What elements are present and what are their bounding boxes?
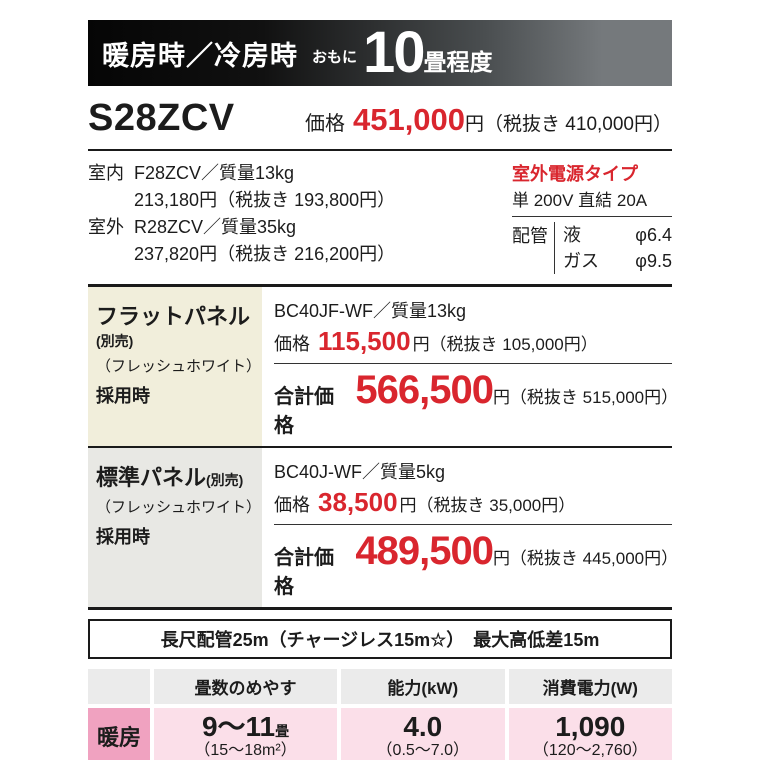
heating-capacity-cell: 4.0 （0.5～7.0） [341, 708, 505, 760]
price-tax-note: 円（税抜き 410,000円） [465, 114, 672, 135]
indoor-model: F28ZCV／質量13kg [134, 163, 295, 183]
product-price: 価格 451,000 円（税抜き 410,000円） [305, 102, 672, 138]
heating-tatami-range: （15～18m²） [194, 741, 297, 759]
heating-capacity-range: （0.5～7.0） [376, 741, 470, 759]
outdoor-price-row: 237,820円（税抜き 216,200円） [88, 241, 512, 268]
flat-panel-section: フラットパネル (別売) （フレッシュホワイト） 採用時 BC40JF-WF／質量… [88, 287, 679, 449]
flat-panel-total-label: 合計価格 [274, 386, 334, 438]
indoor-price-indent [88, 187, 134, 214]
flat-panel-price: 115,500 [318, 326, 411, 357]
heating-tatami-value-line: 9～11畳 [154, 712, 337, 741]
indoor-price-row: 213,180円（税抜き 193,800円） [88, 187, 512, 214]
standard-panel-total: 489,500 [355, 529, 494, 574]
piping-gas-row: ガス φ9.5 [563, 248, 672, 274]
flat-panel-note: (別売) [96, 333, 134, 350]
standard-panel-color: （フレッシュホワイト） [96, 499, 262, 517]
flat-panel-price-line: 価格 115,500 円（税抜き 105,000円） [274, 323, 672, 365]
piping-liquid-value: φ6.4 [635, 225, 672, 245]
outdoor-unit-row: 室外 R28ZCV／質量35kg [88, 214, 512, 241]
heating-tatami-unit: 畳 [275, 723, 290, 740]
standard-panel-adopt: 採用時 [96, 527, 150, 548]
table-header-tatami: 畳数のめやす [154, 669, 338, 705]
heating-tatami-value: 9～11 [201, 711, 276, 743]
flat-panel-title: フラットパネル (別売) [96, 299, 256, 351]
standard-panel-label: 標準パネル(別売) （フレッシュホワイト） 採用時 [88, 448, 262, 608]
flat-panel-body: BC40JF-WF／質量13kg 価格 115,500 円（税抜き 105,00… [262, 287, 679, 446]
outdoor-price: 237,820円（税抜き 216,200円） [134, 244, 396, 264]
flat-panel-label: フラットパネル (別売) （フレッシュホワイト） 採用時 [88, 287, 262, 447]
standard-panel-total-line: 合計価格 489,500 円（税抜き 445,000円） [274, 525, 679, 599]
standard-panel-section: 標準パネル(別売) （フレッシュホワイト） 採用時 BC40J-WF／質量5kg… [88, 448, 679, 611]
flat-panel-model: BC40JF-WF／質量13kg [274, 301, 467, 322]
flat-panel-price-tax: 円（税抜き 105,000円） [412, 335, 598, 355]
standard-panel-price-line: 価格 38,500 円（税抜き 35,000円） [274, 484, 672, 526]
power-spec: 単 200V 直結 20A [512, 186, 672, 217]
piping-liquid-label: 液 [563, 225, 581, 245]
outdoor-price-indent [88, 241, 134, 268]
flat-panel-price-label: 価格 [274, 334, 310, 355]
spec-table: 畳数のめやす 能力(kW) 消費電力(W) 暖房 9～11畳 （15～18m²）… [88, 669, 672, 760]
flat-panel-color: （フレッシュホワイト） [96, 358, 262, 376]
banner-size-value: 10 [363, 20, 425, 85]
units-list: 室内 F28ZCV／質量13kg 213,180円（税抜き 193,800円） … [88, 160, 512, 274]
price-value: 451,000 [352, 102, 466, 137]
outdoor-label: 室外 [88, 217, 124, 237]
piping-values: 液 φ6.4 ガス φ9.5 [554, 222, 672, 275]
capacity-banner: 暖房時／冷房時 おもに 10 畳程度 [88, 20, 672, 86]
indoor-unit-row: 室内 F28ZCV／質量13kg [88, 160, 512, 187]
standard-panel-total-label: 合計価格 [274, 547, 334, 599]
standard-panel-price: 38,500 [318, 487, 398, 518]
piping-liquid-row: 液 φ6.4 [563, 222, 672, 248]
table-corner-cell [88, 669, 150, 705]
table-header-capacity: 能力(kW) [341, 669, 505, 705]
standard-panel-price-tax: 円（税抜き 35,000円） [399, 496, 576, 516]
flat-panel-name: フラットパネル [96, 304, 251, 330]
price-label: 価格 [304, 113, 345, 135]
heating-row-label: 暖房 [88, 708, 150, 760]
standard-panel-title: 標準パネル(別売) [96, 460, 256, 492]
piping-gas-label: ガス [563, 251, 599, 272]
power-piping-block: 室外電源タイプ 単 200V 直結 20A 配管 液 φ6.4 ガス φ9.5 [512, 160, 672, 275]
product-header: S28ZCV 価格 451,000 円（税抜き 410,000円） [88, 86, 672, 151]
spec-content: 暖房時／冷房時 おもに 10 畳程度 S28ZCV 価格 451,000 円（税… [88, 20, 679, 760]
standard-panel-model: BC40J-WF／質量5kg [274, 462, 446, 483]
heating-power-cell: 1,090 （120～2,760） [508, 708, 672, 760]
long-piping-note: 長尺配管25m（チャージレス15m☆） 最大高低差15m [88, 619, 672, 660]
standard-panel-name: 標準パネル [96, 465, 207, 491]
standard-panel-body: BC40J-WF／質量5kg 価格 38,500 円（税抜き 35,000円） … [262, 448, 679, 607]
banner-approx-label: おもに [312, 48, 358, 66]
model-number: S28ZCV [88, 97, 235, 139]
flat-panel-adopt: 採用時 [96, 386, 150, 407]
piping-spec: 配管 液 φ6.4 ガス φ9.5 [512, 217, 672, 275]
heating-power-range: （120～2,760） [532, 741, 648, 759]
banner-mode-label: 暖房時／冷房時 [102, 40, 298, 71]
piping-gas-value: φ9.5 [635, 251, 672, 272]
indoor-price: 213,180円（税抜き 193,800円） [134, 190, 396, 210]
table-header-power: 消費電力(W) [508, 669, 672, 705]
flat-panel-total-tax: 円（税抜き 515,000円） [492, 388, 679, 408]
standard-panel-note: (別売) [206, 472, 244, 489]
standard-panel-total-tax: 円（税抜き 445,000円） [492, 549, 679, 569]
piping-label: 配管 [512, 226, 548, 246]
standard-panel-price-label: 価格 [274, 495, 310, 516]
units-block: 室内 F28ZCV／質量13kg 213,180円（税抜き 193,800円） … [88, 151, 672, 288]
flat-panel-total-line: 合計価格 566,500 円（税抜き 515,000円） [274, 364, 679, 438]
flat-panel-total: 566,500 [355, 368, 494, 413]
heating-tatami-cell: 9～11畳 （15～18m²） [154, 708, 338, 760]
indoor-label: 室内 [88, 163, 124, 183]
outdoor-model: R28ZCV／質量35kg [134, 217, 297, 237]
power-type-label: 室外電源タイプ [512, 164, 638, 184]
heating-capacity-value: 4.0 [403, 711, 443, 743]
heating-power-value: 1,090 [555, 711, 626, 743]
banner-size-unit: 畳程度 [423, 49, 493, 75]
